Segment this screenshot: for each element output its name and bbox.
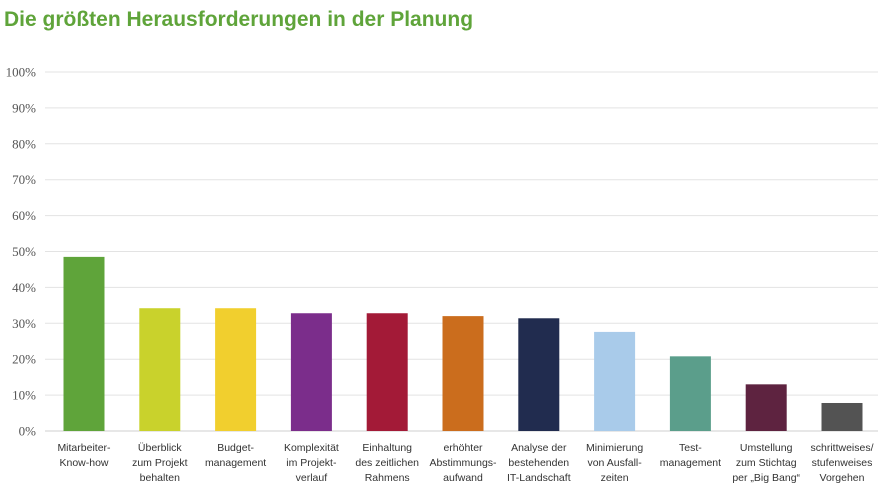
y-tick-label: 90% xyxy=(12,100,36,115)
y-tick-label: 10% xyxy=(12,388,36,403)
bar xyxy=(594,331,636,431)
x-tick-label: schrittweises/stufenweises Vorgehen xyxy=(810,442,873,484)
bars xyxy=(63,256,863,431)
y-tick-label: 60% xyxy=(12,208,36,223)
x-tick-label: Minimierung von Ausfall-zeiten xyxy=(586,442,643,484)
x-tick-label: Mitarbeiter-Know-how xyxy=(57,442,111,469)
bar xyxy=(518,318,560,431)
bar xyxy=(139,308,181,431)
bar xyxy=(442,316,484,431)
chart-title: Die größten Herausforderungen in der Pla… xyxy=(4,8,474,31)
y-tick-label: 70% xyxy=(12,172,36,187)
bar xyxy=(215,308,257,431)
bar xyxy=(366,313,408,431)
bar xyxy=(745,384,787,431)
x-tick-label: Test-management xyxy=(660,442,721,469)
y-tick-label: 80% xyxy=(12,136,36,151)
x-axis-labels: Mitarbeiter-Know-how Überblick zum Projekt… xyxy=(57,442,873,484)
bar xyxy=(669,356,711,431)
x-tick-label: Budget-management xyxy=(205,442,266,469)
y-tick-label: 0% xyxy=(19,424,37,439)
y-axis-ticks: 0% 10% 20% 30% 40% 50% 60% 70% 80% 90% 100% xyxy=(6,65,37,439)
y-tick-label: 20% xyxy=(12,352,36,367)
bar xyxy=(63,256,105,431)
bar xyxy=(290,313,332,431)
x-tick-label: Umstellung zum Stichtag per „Big Bang“ xyxy=(732,442,800,484)
y-tick-label: 30% xyxy=(12,316,36,331)
x-tick-label: erhöhter Abstimmungs-aufwand xyxy=(429,442,497,484)
x-tick-label: Einhaltung des zeitlichen Rahmens xyxy=(355,442,419,484)
y-tick-label: 100% xyxy=(6,65,37,80)
y-tick-label: 40% xyxy=(12,280,36,295)
bar xyxy=(821,402,863,431)
x-tick-label: Komplexität im Projekt-verlauf xyxy=(284,442,339,484)
y-tick-label: 50% xyxy=(12,244,36,259)
x-tick-label: Überblick zum Projekt behalten xyxy=(132,442,188,484)
x-tick-label: Analyse der bestehenden IT-Landschaft xyxy=(507,442,571,484)
